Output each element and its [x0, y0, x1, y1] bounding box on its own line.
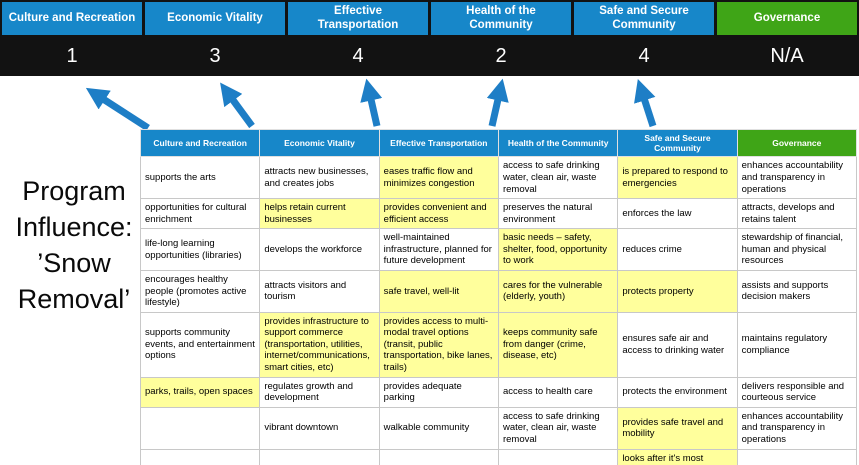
matrix-header-cell: Safe and Secure Community — [617, 128, 738, 158]
matrix-cell: looks after it's most vulnerable — [617, 448, 738, 465]
summary-pill: Health of the Community — [431, 2, 571, 35]
summary-score: 1 — [66, 45, 78, 67]
summary-score: 4 — [638, 45, 650, 67]
matrix-cell: access to safe drinking water, clean air… — [497, 406, 619, 450]
matrix-row: parks, trails, open spaces regulates grow… — [139, 376, 858, 408]
matrix-row: life-long learning opportunities (librar… — [139, 228, 858, 271]
summary-band — [0, 0, 859, 76]
matrix-cell: provides safe travel and mobility — [617, 406, 738, 450]
matrix-cell: safe travel, well-lit — [378, 270, 499, 313]
matrix-cell: stewardship of financial, human and phys… — [736, 228, 858, 271]
influence-matrix: Culture and Recreation Economic Vitality E… — [139, 128, 858, 465]
matrix-cell: well-maintained infrastructure, planned … — [378, 228, 499, 271]
matrix-cell: protects the environment — [617, 376, 738, 408]
matrix-cell: opportunities for cultural enrichment — [139, 198, 261, 230]
matrix-row: vibrant downtown walkable community access… — [139, 406, 858, 450]
summary-pill: Economic Vitality — [145, 2, 285, 35]
up-arrow-icon — [486, 78, 509, 127]
matrix-cell: eases traffic flow and minimizes congest… — [378, 156, 499, 200]
summary-score-row: 1 3 4 2 4 N/A — [2, 38, 857, 68]
matrix-cell: keeps community safe from danger (crime,… — [497, 311, 619, 378]
summary-pill-row: Culture and Recreation Economic Vitality E… — [2, 2, 857, 35]
summary-pill: Governance — [717, 2, 857, 35]
matrix-cell — [497, 448, 619, 465]
matrix-cell: maintains regulatory compliance — [736, 311, 858, 378]
matrix-cell: protects property — [617, 270, 738, 313]
matrix-cell: supports the arts — [139, 156, 261, 200]
matrix-cell: enhances accountability and transparency… — [736, 156, 858, 200]
matrix-cell: enhances accountability and transparency… — [736, 406, 858, 450]
matrix-cell: enforces the law — [617, 198, 738, 230]
matrix-cell: attracts, develops and retains talent — [736, 198, 858, 230]
matrix-cell — [259, 448, 380, 465]
matrix-row: supports community events, and entertain… — [139, 311, 858, 378]
matrix-cell — [736, 448, 858, 465]
matrix-header-cell: Effective Transportation — [378, 128, 499, 158]
matrix-cell: attracts visitors and tourism — [259, 270, 380, 313]
matrix-row: looks after it's most vulnerable — [139, 448, 858, 465]
summary-score: 2 — [495, 45, 507, 67]
matrix-header-cell: Health of the Community — [497, 128, 619, 158]
matrix-cell: access to health care — [497, 376, 619, 408]
matrix-header-row: Culture and Recreation Economic Vitality E… — [139, 128, 858, 158]
matrix-cell: helps retain current businesses — [259, 198, 380, 230]
matrix-cell: delivers responsible and courteous servi… — [736, 376, 858, 408]
matrix-cell: basic needs – safety, shelter, food, opp… — [497, 228, 619, 271]
matrix-cell: assists and supports decision makers — [736, 270, 858, 313]
summary-score: 4 — [352, 45, 364, 67]
matrix-cell: provides infrastructure to support comme… — [259, 311, 380, 378]
program-title: Program Influence: ’Snow Removal’ — [15, 176, 133, 314]
matrix-cell: provides convenient and efficient access — [378, 198, 499, 230]
up-arrow-icon — [634, 79, 657, 128]
matrix-cell: supports community events, and entertain… — [139, 311, 261, 378]
matrix-cell — [139, 448, 261, 465]
up-arrow-icon — [220, 82, 255, 129]
matrix-cell — [378, 448, 499, 465]
matrix-row: opportunities for cultural enrichment hel… — [139, 198, 858, 230]
matrix-cell: cares for the vulnerable (elderly, youth… — [497, 270, 619, 313]
matrix-cell: walkable community — [378, 406, 499, 450]
matrix-cell: life-long learning opportunities (librar… — [139, 228, 261, 271]
summary-pill: Effective Transportation — [288, 2, 428, 35]
matrix-cell: provides adequate parking — [378, 376, 499, 408]
matrix-cell: reduces crime — [617, 228, 738, 271]
matrix-cell: vibrant downtown — [259, 406, 380, 450]
up-arrow-icon — [85, 87, 150, 131]
matrix-cell: attracts new businesses, and creates job… — [259, 156, 380, 200]
matrix-cell: provides access to multi-modal travel op… — [378, 311, 499, 378]
matrix-row: supports the arts attracts new businesses… — [139, 156, 858, 200]
summary-score: N/A — [770, 45, 804, 67]
matrix-cell: preserves the natural environment — [497, 198, 619, 230]
matrix-header-cell: Culture and Recreation — [139, 128, 261, 158]
matrix-cell: encourages healthy people (promotes acti… — [139, 270, 261, 313]
matrix-cell: access to safe drinking water, clean air… — [497, 156, 619, 200]
matrix-cell: regulates growth and development — [259, 376, 380, 408]
summary-pill: Culture and Recreation — [2, 2, 142, 35]
matrix-cell: develops the workforce — [259, 228, 380, 271]
matrix-cell: parks, trails, open spaces — [139, 376, 261, 408]
matrix-row: encourages healthy people (promotes acti… — [139, 270, 858, 313]
up-arrow-icon — [360, 78, 383, 127]
summary-pill: Safe and Secure Community — [574, 2, 714, 35]
summary-score: 3 — [209, 45, 221, 67]
matrix-cell: is prepared to respond to emergencies — [617, 156, 738, 200]
matrix-cell: ensures safe air and access to drinking … — [617, 311, 738, 378]
matrix-cell — [139, 406, 261, 450]
matrix-header-cell: Governance — [736, 128, 858, 158]
matrix-header-cell: Economic Vitality — [259, 128, 380, 158]
